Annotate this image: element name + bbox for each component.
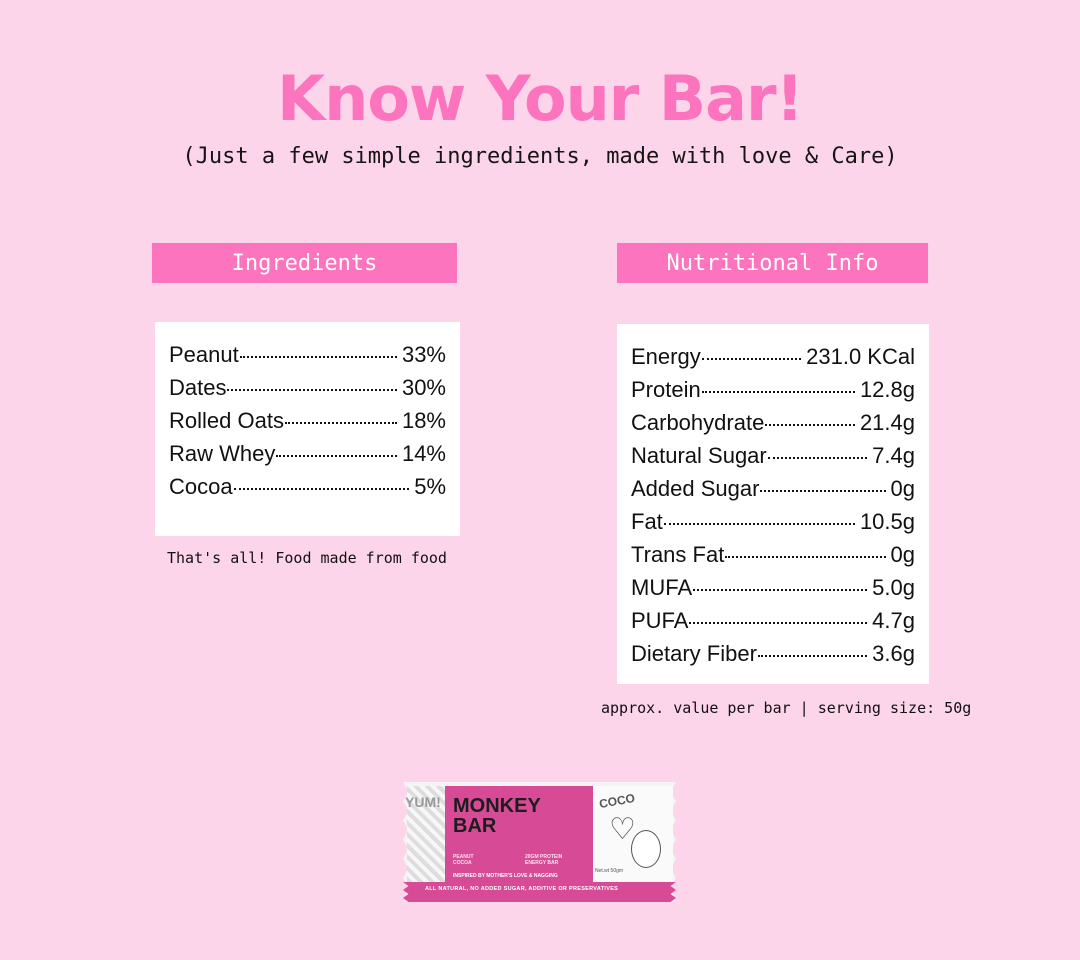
dot-leader [765,423,855,426]
package-net-weight: Net.wt 50gm [595,868,624,874]
package-pattern [407,786,445,882]
nutrient-value: 3.6g [872,641,915,666]
dot-leader [693,588,868,591]
package-brand-logo: MONKEY BAR [453,795,541,837]
package-flavor: PEANUT COCOA [453,854,474,866]
ingredient-value: 14% [401,441,446,466]
nutrient-value: 21.4g [859,410,915,435]
nutrient-value: 0g [890,542,915,567]
nutrient-label: MUFA [631,575,693,600]
nutrient-value: 7.4g [872,443,915,468]
package-side-text: YUM! [405,794,441,810]
ingredient-row: Cocoa 5% [169,474,446,507]
nutrient-label: Natural Sugar [631,443,767,468]
nutrition-footnote: approx. value per bar | serving size: 50… [601,699,972,717]
nutrient-row: PUFA 4.7g [631,608,915,641]
nutrient-label: Fat [631,509,663,534]
ingredients-list: Peanut 33% Dates 30% Rolled Oats 18% Raw Whey 1… [169,342,446,507]
ingredients-footnote: That's all! Food made from food [167,549,447,567]
nutrient-value: 10.5g [859,509,915,534]
package-protein: 20GM PROTEIN ENERGY BAR [525,854,563,866]
nutrient-label: Trans Fat [631,542,725,567]
nutrient-label: Added Sugar [631,476,760,501]
ingredient-value: 18% [401,408,446,433]
dot-leader [767,456,868,459]
nutrient-value: 5.0g [872,575,915,600]
package-label-panel [445,786,593,882]
ingredient-row: Raw Whey 14% [169,441,446,474]
ingredient-label: Raw Whey [169,441,276,466]
ingredient-value: 33% [401,342,446,367]
dot-leader [284,421,397,424]
ingredient-row: Rolled Oats 18% [169,408,446,441]
mascot-icon [631,830,661,868]
package-bottom-text: ALL NATURAL, NO ADDED SUGAR, ADDITIVE OR… [425,886,619,892]
nutrition-list: Energy 231.0 KCal Protein 12.8g Carbohydrate… [631,344,915,674]
ingredient-label: Cocoa [169,474,233,499]
ingredient-row: Peanut 33% [169,342,446,375]
nutrient-value: 231.0 KCal [806,344,915,369]
package-tagline: INSPIRED BY MOTHER'S LOVE & NAGGING [453,873,558,879]
dot-leader [760,489,886,492]
ingredients-card: Peanut 33% Dates 30% Rolled Oats 18% Raw Whey 1… [155,322,460,536]
nutrient-label: Dietary Fiber [631,641,757,666]
nutrition-card: Energy 231.0 KCal Protein 12.8g Carbohydrate… [617,324,929,684]
dot-leader [239,355,397,358]
dot-leader [701,390,855,393]
nutrient-value: 0g [890,476,915,501]
ingredients-heading: Ingredients [152,243,457,283]
nutrient-label: PUFA [631,608,689,633]
product-package-image: YUM! MONKEY BAR PEANUT COCOA 20GM PROTEI… [403,782,676,902]
ingredient-label: Dates [169,375,227,400]
dot-leader [227,388,397,391]
nutrition-heading: Nutritional Info [617,243,928,283]
nutrient-row: Natural Sugar 7.4g [631,443,915,476]
nutrient-row: Added Sugar 0g [631,476,915,509]
dot-leader [701,357,802,360]
page-title: Know Your Bar! [277,62,804,135]
package-bottom-strip [403,882,676,902]
nutrient-label: Carbohydrate [631,410,765,435]
nutrient-row: Dietary Fiber 3.6g [631,641,915,674]
page-subtitle: (Just a few simple ingredients, made wit… [182,144,898,169]
nutrient-value: 12.8g [859,377,915,402]
ingredient-value: 5% [414,474,446,499]
nutrient-row: Trans Fat 0g [631,542,915,575]
ingredient-value: 30% [401,375,446,400]
dot-leader [663,522,855,525]
dot-leader [689,621,868,624]
nutrient-row: MUFA 5.0g [631,575,915,608]
dot-leader [233,487,410,490]
nutrient-row: Protein 12.8g [631,377,915,410]
nutrient-value: 4.7g [872,608,915,633]
nutrient-row: Carbohydrate 21.4g [631,410,915,443]
dot-leader [757,654,868,657]
dot-leader [725,555,886,558]
nutrient-row: Fat 10.5g [631,509,915,542]
ingredient-label: Rolled Oats [169,408,284,433]
nutrient-row: Energy 231.0 KCal [631,344,915,377]
ingredient-row: Dates 30% [169,375,446,408]
nutrient-label: Energy [631,344,701,369]
nutrient-label: Protein [631,377,701,402]
package-right-panel [593,786,673,882]
ingredient-label: Peanut [169,342,239,367]
dot-leader [276,454,397,457]
